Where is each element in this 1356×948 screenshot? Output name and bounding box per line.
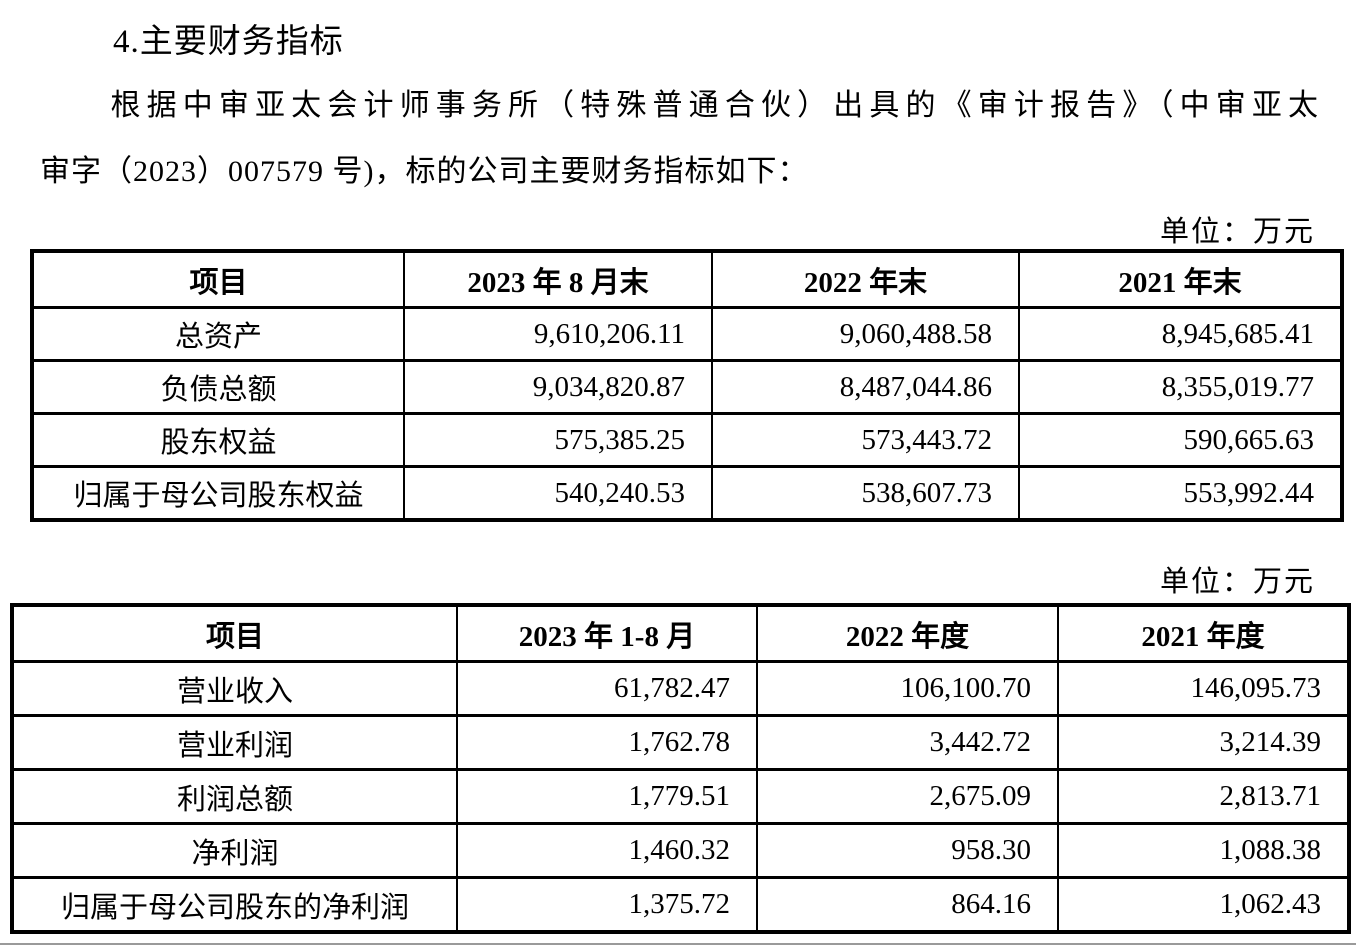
cell-value: 106,100.70 <box>756 660 1059 717</box>
table-row-total-liabilities: 负债总额 9,034,820.87 8,487,044.86 8,355,019… <box>31 359 1343 415</box>
cell-value: 146,095.73 <box>1057 660 1350 717</box>
cell-value: 575,385.25 <box>403 412 713 468</box>
paragraph-line-1: 根据中审亚太会计师事务所（特殊普通合伙）出具的《审计报告》（中审亚太 <box>110 89 1319 122</box>
cell-value: 590,665.63 <box>1018 412 1343 468</box>
balance-sheet-table: 项目 2023 年 8 月末 2022 年末 2021 年末 总资产 9,610… <box>30 249 1344 522</box>
table1-header-2023: 2023 年 8 月末 <box>403 249 713 309</box>
table2-header-row: 项目 2023 年 1-8 月 2022 年度 2021 年度 <box>11 603 1350 663</box>
table2-header-2022: 2022 年度 <box>756 603 1059 663</box>
table2-header-item: 项目 <box>11 603 458 663</box>
row-label: 利润总额 <box>11 768 458 825</box>
cell-value: 1,779.51 <box>456 768 758 825</box>
cell-value: 8,487,044.86 <box>711 359 1020 415</box>
table1-header-2022: 2022 年末 <box>711 249 1020 309</box>
section-title: 4.主要财务指标 <box>113 24 344 60</box>
table2-header-2021: 2021 年度 <box>1057 603 1350 663</box>
cell-value: 864.16 <box>756 876 1059 934</box>
cell-value: 1,762.78 <box>456 714 758 771</box>
cell-value: 538,607.73 <box>711 465 1020 522</box>
row-label: 归属于母公司股东权益 <box>31 465 405 522</box>
table-row-net-profit: 净利润 1,460.32 958.30 1,088.38 <box>11 822 1350 879</box>
table-row-total-assets: 总资产 9,610,206.11 9,060,488.58 8,945,685.… <box>31 306 1343 362</box>
row-label: 股东权益 <box>31 412 405 468</box>
cell-value: 8,355,019.77 <box>1018 359 1343 415</box>
cell-value: 9,034,820.87 <box>403 359 713 415</box>
row-label: 营业利润 <box>11 714 458 771</box>
row-label: 归属于母公司股东的净利润 <box>11 876 458 934</box>
cell-value: 2,675.09 <box>756 768 1059 825</box>
table-row-operating-revenue: 营业收入 61,782.47 106,100.70 146,095.73 <box>11 660 1350 717</box>
cell-value: 540,240.53 <box>403 465 713 522</box>
table2-header-2023: 2023 年 1-8 月 <box>456 603 758 663</box>
table-row-parent-equity: 归属于母公司股东权益 540,240.53 538,607.73 553,992… <box>31 465 1343 522</box>
cell-value: 3,214.39 <box>1057 714 1350 771</box>
table-row-operating-profit: 营业利润 1,762.78 3,442.72 3,214.39 <box>11 714 1350 771</box>
page-bottom-rule <box>0 943 1356 945</box>
cell-value: 9,060,488.58 <box>711 306 1020 362</box>
cell-value: 1,062.43 <box>1057 876 1350 934</box>
unit-label-1: 单位：万元 <box>1159 216 1315 248</box>
table1-header-row: 项目 2023 年 8 月末 2022 年末 2021 年末 <box>31 249 1343 309</box>
row-label: 净利润 <box>11 822 458 879</box>
cell-value: 958.30 <box>756 822 1059 879</box>
cell-value: 1,088.38 <box>1057 822 1350 879</box>
row-label: 总资产 <box>31 306 405 362</box>
table1-header-2021: 2021 年末 <box>1018 249 1343 309</box>
cell-value: 8,945,685.41 <box>1018 306 1343 362</box>
income-statement-table: 项目 2023 年 1-8 月 2022 年度 2021 年度 营业收入 61,… <box>10 603 1351 934</box>
cell-value: 573,443.72 <box>711 412 1020 468</box>
cell-value: 61,782.47 <box>456 660 758 717</box>
cell-value: 1,375.72 <box>456 876 758 934</box>
row-label: 营业收入 <box>11 660 458 717</box>
cell-value: 553,992.44 <box>1018 465 1343 522</box>
cell-value: 9,610,206.11 <box>403 306 713 362</box>
table1-header-item: 项目 <box>31 249 405 309</box>
cell-value: 2,813.71 <box>1057 768 1350 825</box>
table-row-parent-net-profit: 归属于母公司股东的净利润 1,375.72 864.16 1,062.43 <box>11 876 1350 934</box>
row-label: 负债总额 <box>31 359 405 415</box>
table-row-total-profit: 利润总额 1,779.51 2,675.09 2,813.71 <box>11 768 1350 825</box>
table-row-shareholders-equity: 股东权益 575,385.25 573,443.72 590,665.63 <box>31 412 1343 468</box>
paragraph-line-2: 审字（2023）007579 号)，标的公司主要财务指标如下： <box>40 155 809 188</box>
unit-label-2: 单位：万元 <box>1159 566 1315 598</box>
cell-value: 1,460.32 <box>456 822 758 879</box>
cell-value: 3,442.72 <box>756 714 1059 771</box>
